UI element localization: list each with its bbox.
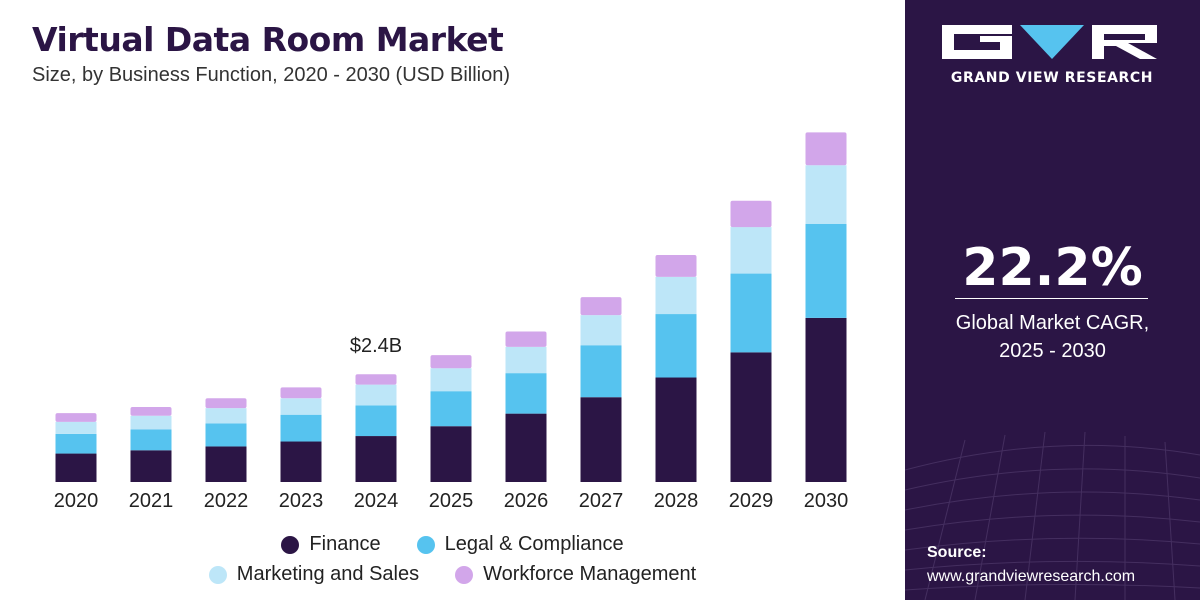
info-sidebar: GRAND VIEW RESEARCH 22.2% Global Market …	[905, 0, 1200, 600]
bar-2029-finance	[730, 352, 772, 482]
bar-2027-legal-compliance	[580, 345, 622, 398]
bar-2029-legal-compliance	[730, 273, 772, 353]
legend-swatch-marketing-sales	[208, 565, 227, 584]
bar-2030-marketing-and-sales	[805, 165, 847, 224]
legend-swatch-legal-compliance	[416, 535, 435, 554]
x-tick-label-2029: 2029	[729, 490, 774, 512]
stacked-bar-chart: 2020 2021 2022 2023 2024 $2.4B 2025 2026 2027 202…	[54, 132, 849, 512]
legend-item-marketing-sales: Marketing and Sales	[208, 563, 420, 586]
legend-label-finance: Finance	[309, 533, 381, 555]
bar-2024-legal-compliance	[355, 405, 397, 437]
bar-2022-legal-compliance	[205, 423, 247, 447]
cagr-divider	[955, 298, 1148, 299]
gvr-logo-icon	[942, 25, 1157, 59]
bar-2029-workforce-management	[730, 200, 772, 228]
legend-item-legal-compliance: Legal & Compliance	[416, 533, 624, 556]
bar-2020-legal-compliance	[55, 433, 97, 454]
gvr-logo-text: GRAND VIEW RESEARCH	[950, 70, 1154, 86]
legend-label-marketing-sales: Marketing and Sales	[236, 563, 420, 585]
bar-2021-marketing-and-sales	[130, 415, 172, 430]
x-tick-label-2022: 2022	[204, 490, 249, 512]
x-tick-label-2028: 2028	[654, 490, 699, 512]
wireframe-background-graphic	[905, 431, 1200, 600]
x-tick-label-2023: 2023	[279, 490, 324, 512]
bar-2023-legal-compliance	[280, 414, 322, 442]
bar-2028-finance	[655, 377, 697, 482]
bar-2020-workforce-management	[55, 413, 97, 422]
x-tick-label-2026: 2026	[504, 490, 549, 512]
bar-2024-workforce-management	[355, 374, 397, 385]
chart-title: Virtual Data Room Market	[32, 20, 504, 59]
cagr-value: 22.2%	[962, 238, 1143, 298]
bar-2028-workforce-management	[655, 254, 697, 277]
bar-2030-legal-compliance	[805, 223, 847, 318]
x-tick-label-2020: 2020	[54, 490, 99, 512]
bar-2028-legal-compliance	[655, 314, 697, 378]
gvr-logo: GRAND VIEW RESEARCH	[942, 22, 1162, 86]
bar-2023-marketing-and-sales	[280, 398, 322, 415]
legend-item-workforce-management: Workforce Management	[455, 563, 696, 586]
source-url: www.grandviewresearch.com	[927, 568, 1136, 585]
bar-2030-finance	[805, 317, 847, 482]
bar-2025-legal-compliance	[430, 391, 472, 427]
bar-2029-marketing-and-sales	[730, 227, 772, 274]
bar-2024-marketing-and-sales	[355, 384, 397, 406]
bar-2026-workforce-management	[505, 331, 547, 347]
bar-2028-marketing-and-sales	[655, 276, 697, 315]
bar-2030-workforce-management	[805, 132, 847, 166]
bar-2025-marketing-and-sales	[430, 368, 472, 392]
bar-2027-marketing-and-sales	[580, 315, 622, 346]
x-tick-label-2021: 2021	[129, 490, 174, 512]
data-label-2024: $2.4B	[350, 335, 402, 357]
bar-2020-marketing-and-sales	[55, 421, 97, 434]
legend-label-workforce-management: Workforce Management	[483, 563, 697, 585]
bar-2024-finance	[355, 436, 397, 482]
bar-2026-legal-compliance	[505, 373, 547, 414]
bar-2022-marketing-and-sales	[205, 408, 247, 424]
bar-2026-marketing-and-sales	[505, 346, 547, 374]
bar-2025-workforce-management	[430, 355, 472, 369]
cagr-label-line-2: 2025 - 2030	[999, 340, 1106, 362]
cagr-label-line-1: Global Market CAGR,	[955, 312, 1150, 334]
bar-2020-finance	[55, 453, 97, 482]
cagr-label: Global Market CAGR, 2025 - 2030	[905, 309, 1200, 365]
bar-2023-finance	[280, 441, 322, 482]
x-tick-label-2024: 2024	[354, 490, 399, 512]
bar-2027-workforce-management	[580, 297, 622, 316]
chart-subtitle: Size, by Business Function, 2020 - 2030 …	[32, 64, 511, 86]
legend-label-legal-compliance: Legal & Compliance	[444, 533, 624, 555]
legend-swatch-workforce-management	[455, 565, 474, 584]
x-tick-label-2030: 2030	[804, 490, 849, 512]
bar-2027-finance	[580, 397, 622, 482]
legend-row-2: Marketing and Sales Workforce Management	[0, 563, 905, 586]
bar-2021-legal-compliance	[130, 429, 172, 451]
legend-item-finance: Finance	[281, 533, 381, 556]
bar-2022-finance	[205, 446, 247, 482]
chart-panel: 2020 2021 2022 2023 2024 $2.4B 2025 2026 2027 202…	[0, 20, 905, 586]
source-label: Source:	[927, 544, 987, 561]
bar-2021-finance	[130, 450, 172, 482]
legend-row-1: Finance Legal & Compliance	[0, 533, 905, 556]
bar-2023-workforce-management	[280, 387, 322, 399]
bar-2022-workforce-management	[205, 398, 247, 409]
legend-swatch-finance	[281, 535, 300, 554]
bar-2025-finance	[430, 426, 472, 482]
bar-2026-finance	[505, 413, 547, 482]
bar-2021-workforce-management	[130, 407, 172, 416]
x-tick-label-2027: 2027	[579, 490, 624, 512]
x-tick-label-2025: 2025	[429, 490, 474, 512]
